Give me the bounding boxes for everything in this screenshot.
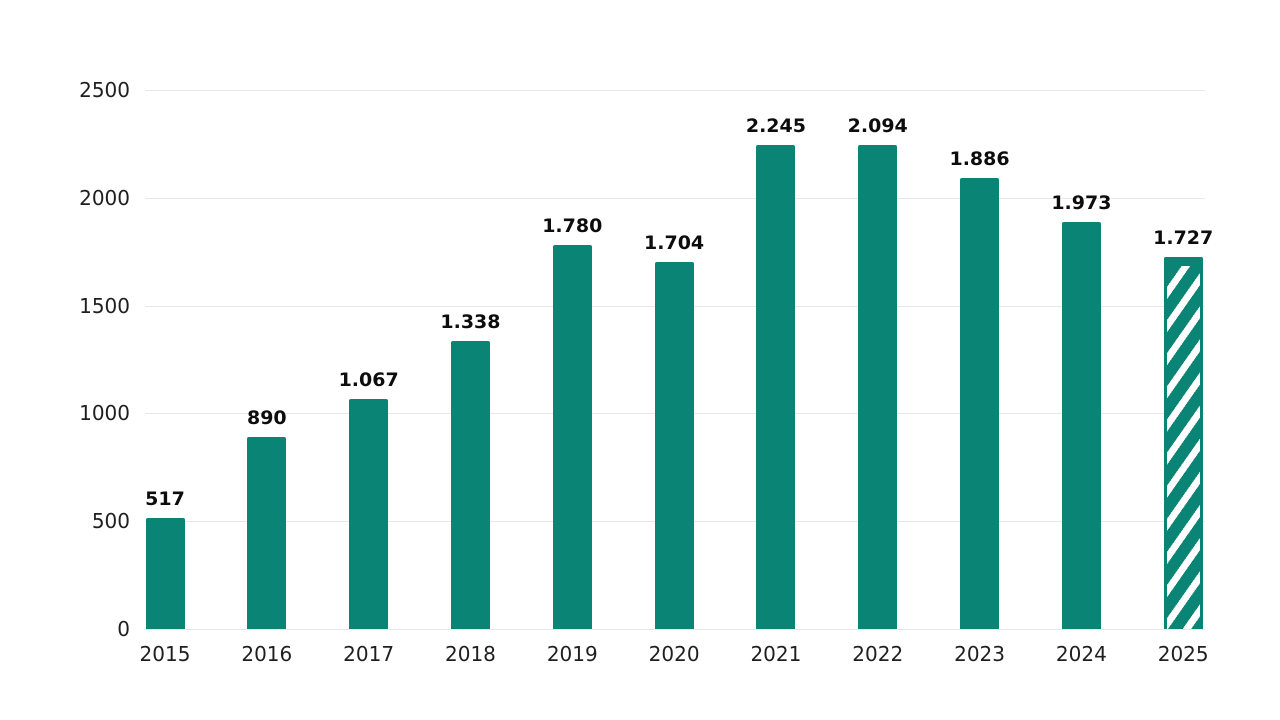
gridline-0: [145, 629, 1205, 630]
x-axis-tick-label-2015: 2015: [139, 642, 191, 666]
bar-value-label-2018: 1.338: [440, 310, 501, 333]
bar-2024: [1061, 222, 1101, 629]
bar-value-label-2023: 1.886: [949, 147, 1010, 170]
y-axis-tick-label-2000: 2000: [79, 185, 130, 210]
x-axis-tick-label-2017: 2017: [343, 642, 395, 666]
bar-2015: [145, 517, 185, 629]
bar-value-label-2016: 890: [246, 407, 287, 430]
bar-2023: [960, 177, 1000, 629]
y-axis-tick-label-0: 0: [117, 617, 130, 641]
x-axis-tick-label-2018: 2018: [445, 642, 496, 666]
bar-value-label-2015: 517: [145, 487, 185, 510]
x-axis-tick-label-2022: 2022: [852, 642, 904, 666]
bar-2017: [349, 398, 389, 629]
bar-2020: [654, 261, 694, 629]
y-axis-tick-label-500: 500: [91, 509, 130, 534]
x-axis-tick-label-2019: 2019: [546, 642, 598, 666]
plot-area: 517 890 1.067 1.338 1.780 1.704 2.245 2.094 1.88…: [145, 90, 1213, 630]
bar-2025-hatched: [1163, 256, 1203, 629]
bar-value-label-2025: 1.727: [1153, 226, 1214, 249]
x-axis-tick-label-2025: 2025: [1157, 642, 1209, 666]
x-axis-tick-label-2021: 2021: [750, 642, 802, 666]
bar-value-label-2019: 1.780: [542, 215, 603, 238]
x-axis-tick-label-2020: 2020: [648, 642, 700, 666]
gridline-2500: [145, 90, 1205, 91]
bar-value-label-2022: 2.094: [847, 114, 908, 137]
y-axis-tick-label-2500: 2500: [79, 78, 130, 102]
x-axis-tick-label-2016: 2016: [241, 642, 293, 666]
x-axis-tick-label-2024: 2024: [1055, 642, 1107, 666]
bar-2022: [858, 144, 898, 629]
bar-2019: [552, 245, 592, 629]
bar-2018: [450, 340, 490, 629]
bar-value-label-2024: 1.973: [1051, 192, 1112, 215]
gridline-2000: [145, 197, 1205, 199]
y-axis-tick-label-1500: 1500: [79, 293, 130, 318]
bar-2016: [247, 437, 287, 629]
bar-2021: [756, 144, 796, 629]
x-axis-tick-label-2023: 2023: [954, 642, 1005, 666]
bar-value-label-2021: 2.245: [745, 114, 806, 137]
bar-value-label-2017: 1.067: [338, 368, 399, 391]
y-axis-tick-label-1000: 1000: [79, 401, 130, 426]
bar-value-label-2020: 1.704: [644, 231, 705, 254]
